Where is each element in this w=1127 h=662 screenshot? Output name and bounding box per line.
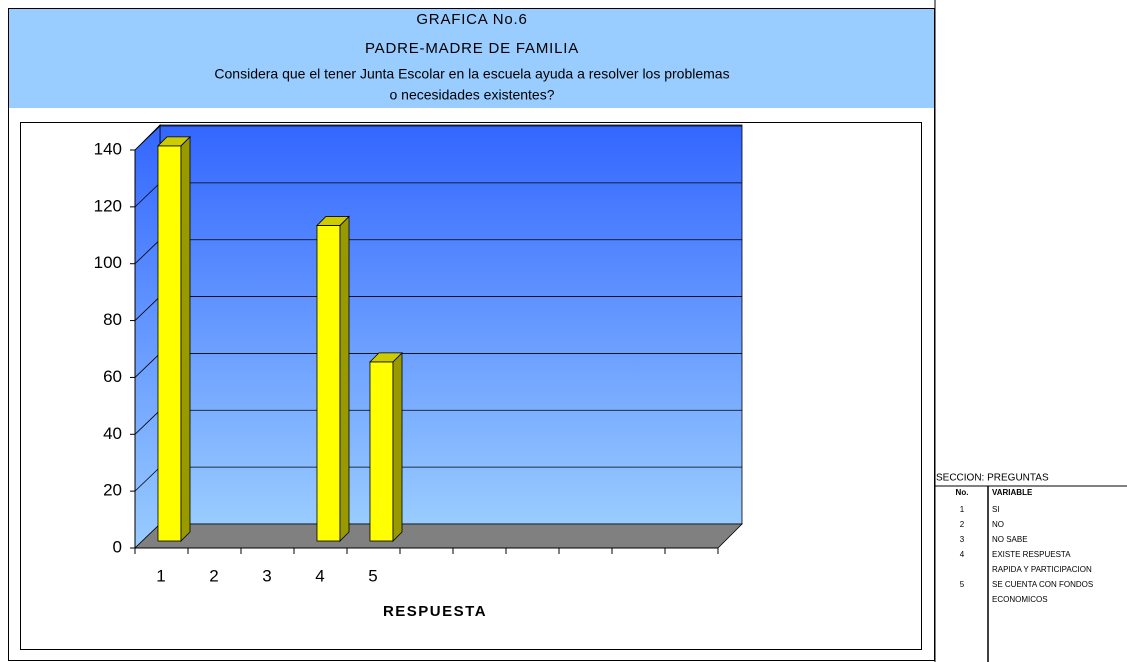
x-tick-label: 3 [262, 566, 271, 585]
bar-side [392, 351, 403, 542]
bar-top [369, 352, 403, 363]
y-tick-label: 20 [103, 481, 122, 500]
grid-line [134, 466, 161, 492]
grid-line [134, 296, 161, 321]
chart-title: PADRE-MADRE DE FAMILIA [365, 40, 579, 57]
grid-line [134, 125, 161, 151]
y-tick-label: 0 [113, 537, 122, 556]
side-wall [134, 124, 161, 549]
legend-no: 1 [960, 505, 965, 514]
x-axis-label: RESPUESTA [383, 603, 487, 620]
grid-line [134, 353, 161, 378]
x-tick-label: 1 [156, 566, 165, 585]
legend-variable: SI [992, 505, 1000, 514]
bar-side [339, 215, 350, 542]
legend-variable: RAPIDA Y PARTICIPACION [992, 565, 1092, 574]
back-wall [159, 124, 743, 525]
legend-variable: EXISTE RESPUESTA [992, 550, 1071, 559]
bar-side [180, 135, 191, 542]
legend-header: VARIABLE [992, 488, 1033, 497]
y-tick-label: 60 [103, 367, 122, 386]
bar-top [157, 136, 191, 147]
grid-line [134, 409, 161, 435]
bar [157, 145, 182, 542]
floor [134, 523, 743, 549]
legend-variable: NO [992, 520, 1004, 529]
y-tick-label: 100 [94, 253, 122, 272]
legend-no: 3 [960, 535, 965, 544]
y-tick-label: 120 [94, 196, 122, 215]
grid-line [134, 182, 161, 208]
legend-no: 2 [960, 520, 965, 529]
x-tick-label: 5 [368, 566, 377, 585]
x-tick-label: 4 [315, 566, 324, 585]
y-tick-label: 140 [94, 139, 122, 158]
legend-header: No. [956, 488, 969, 497]
legend-variable: NO SABE [992, 535, 1028, 544]
legend-variable: SE CUENTA CON FONDOS [992, 580, 1093, 589]
bar-top [316, 216, 350, 226]
legend-no: 5 [960, 580, 965, 589]
legend-variable: ECONOMICOS [992, 595, 1048, 604]
chart-title: GRAFICA No.6 [416, 11, 527, 28]
x-tick-label: 2 [209, 566, 218, 585]
legend-title: SECCION: PREGUNTAS [936, 473, 1049, 484]
bar [316, 225, 341, 542]
chart-title: o necesidades existentes? [390, 87, 555, 103]
chart-title: Considera que el tener Junta Escolar en … [214, 66, 729, 82]
y-tick-label: 80 [103, 310, 122, 329]
grid-line [134, 239, 161, 265]
bar [369, 361, 394, 542]
title-band [9, 9, 934, 108]
y-tick-label: 40 [103, 424, 122, 443]
legend-no: 4 [960, 550, 965, 559]
